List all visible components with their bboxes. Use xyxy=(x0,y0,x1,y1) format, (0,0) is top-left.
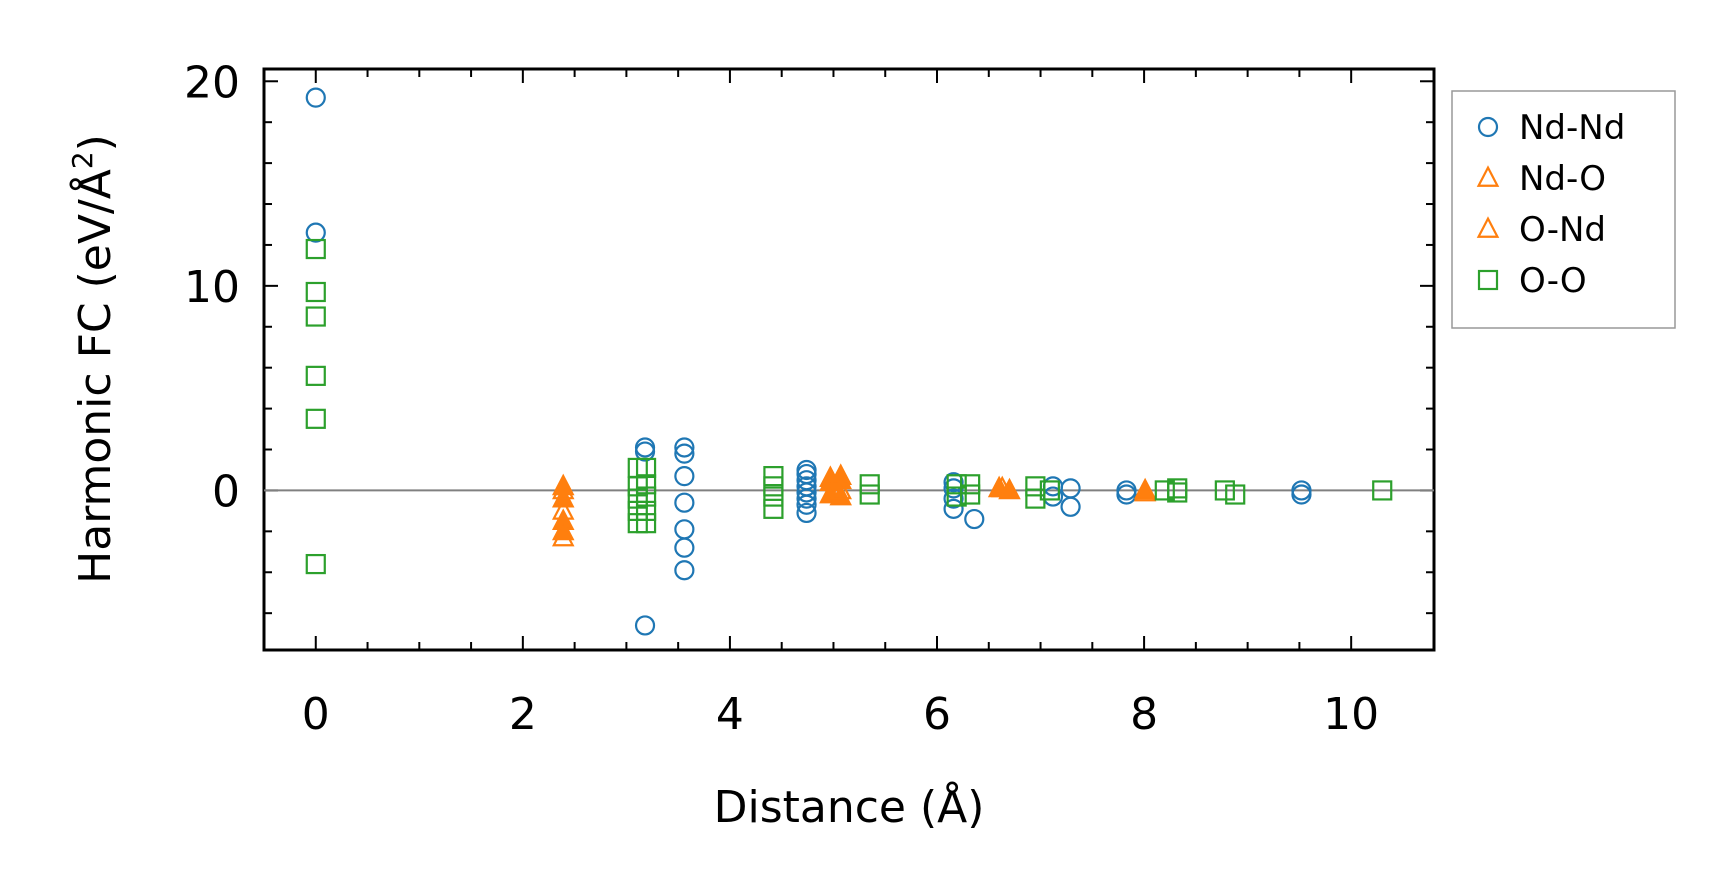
legend-label: Nd-O xyxy=(1519,159,1606,199)
data-point-nd-nd xyxy=(674,437,695,458)
data-point-nd-nd xyxy=(796,494,817,515)
data-point-o-o xyxy=(763,486,784,507)
data-point-o-o xyxy=(946,486,967,507)
data-point-o-o xyxy=(1214,480,1235,501)
data-point-nd-o xyxy=(829,483,852,506)
data-point-nd-nd xyxy=(796,488,817,509)
data-point-o-o xyxy=(960,474,981,495)
x-tick-label: 2 xyxy=(509,689,537,740)
plot-frame xyxy=(262,67,1436,652)
data-point-nd-nd xyxy=(943,472,964,493)
x-tick-label: 4 xyxy=(716,689,744,740)
data-point-nd-nd xyxy=(634,441,656,462)
data-point-nd-nd xyxy=(634,615,656,636)
data-point-o-o xyxy=(1167,482,1188,503)
data-point-o-nd xyxy=(829,463,852,485)
legend: Nd-Nd Nd-O O-Nd O-O xyxy=(1451,90,1676,329)
axis-ticks xyxy=(264,69,1434,650)
data-point-nd-o xyxy=(998,477,1021,500)
data-point-o-nd xyxy=(990,475,1014,498)
data-point-nd-nd xyxy=(1060,478,1081,499)
y-axis-title-superscript: 2 xyxy=(66,151,99,169)
legend-label: O-O xyxy=(1519,261,1587,301)
data-point-o-o xyxy=(1039,480,1060,501)
data-point-nd-nd xyxy=(674,537,695,558)
data-point-nd-nd xyxy=(634,437,656,458)
legend-marker-nd-o xyxy=(1476,165,1500,187)
legend-label: O-Nd xyxy=(1519,210,1606,250)
data-point-o-o xyxy=(1225,484,1246,505)
data-point-nd-nd xyxy=(1060,496,1081,517)
data-point-o-o xyxy=(859,474,880,495)
x-tick-label: 0 xyxy=(302,689,330,740)
data-point-o-nd xyxy=(551,524,575,547)
x-axis-title: Distance (Å) xyxy=(714,780,985,833)
y-tick-label: 20 xyxy=(184,57,240,108)
data-point-o-o xyxy=(946,474,967,495)
legend-items: Nd-Nd Nd-O O-Nd O-O xyxy=(1476,108,1625,301)
y-tick-label: 10 xyxy=(184,262,240,313)
data-point-o-o xyxy=(635,513,657,534)
data-point-o-o xyxy=(305,408,326,429)
data-point-o-o xyxy=(305,553,326,575)
data-points xyxy=(305,87,1393,636)
data-point-o-o xyxy=(960,484,981,505)
data-point-o-o xyxy=(1154,480,1175,501)
legend-marker-nd-nd xyxy=(1477,116,1499,138)
tick-labels: 0 2 4 6 8 10 0 10 20 xyxy=(184,57,1379,740)
data-point-o-o xyxy=(635,500,657,521)
data-point-nd-nd xyxy=(674,519,695,540)
data-point-o-nd xyxy=(1133,479,1157,502)
data-point-o-nd xyxy=(551,498,575,520)
data-point-nd-nd xyxy=(964,508,985,530)
y-tick-label: 0 xyxy=(212,466,240,517)
data-point-o-o xyxy=(635,474,657,495)
data-point-nd-nd xyxy=(674,443,695,464)
data-point-o-o xyxy=(1025,476,1046,497)
legend-marker-o-o xyxy=(1477,269,1499,291)
data-point-nd-nd xyxy=(796,482,817,503)
data-point-nd-nd xyxy=(674,492,695,513)
legend-label: Nd-Nd xyxy=(1519,108,1625,148)
data-point-o-o xyxy=(763,466,784,487)
data-point-nd-nd xyxy=(1291,484,1312,505)
data-point-nd-nd xyxy=(305,222,326,243)
data-point-nd-nd xyxy=(943,488,964,509)
data-point-o-o xyxy=(1372,480,1393,501)
y-axis-title-end: ) xyxy=(70,134,121,151)
data-point-o-o xyxy=(305,238,326,260)
data-point-nd-nd xyxy=(305,87,326,108)
data-point-o-o xyxy=(305,365,326,386)
data-point-o-o xyxy=(763,476,784,497)
legend-marker-o-nd xyxy=(1476,216,1500,238)
data-point-o-nd xyxy=(829,477,852,500)
data-point-nd-nd xyxy=(943,498,964,519)
y-axis-title-main: Harmonic FC (eV/Å xyxy=(68,169,121,584)
y-axis-title: Harmonic FC (eV/Å2) xyxy=(66,134,121,584)
data-point-o-o xyxy=(305,306,326,327)
data-point-o-o xyxy=(635,457,657,479)
data-point-nd-nd xyxy=(674,560,695,581)
x-tick-label: 10 xyxy=(1323,689,1379,740)
x-tick-label: 8 xyxy=(1130,689,1158,740)
x-tick-label: 6 xyxy=(923,689,951,740)
data-point-o-o xyxy=(859,484,880,505)
data-point-nd-nd xyxy=(1116,484,1137,505)
data-point-o-o xyxy=(305,281,326,303)
data-point-o-o xyxy=(635,486,657,507)
data-point-nd-nd xyxy=(674,466,695,487)
data-point-nd-nd xyxy=(796,502,817,524)
data-point-o-o xyxy=(763,498,784,519)
